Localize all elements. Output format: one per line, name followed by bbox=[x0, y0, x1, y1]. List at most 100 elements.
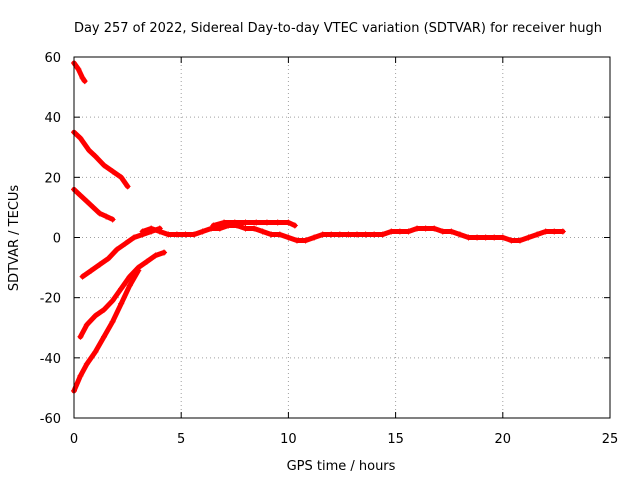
plot-series bbox=[71, 60, 566, 394]
grid bbox=[74, 57, 610, 418]
data-point bbox=[285, 234, 292, 241]
data-point bbox=[77, 135, 84, 142]
data-point bbox=[551, 228, 558, 235]
data-point bbox=[319, 231, 326, 238]
data-point bbox=[396, 228, 403, 235]
data-point bbox=[491, 234, 498, 241]
data-point bbox=[118, 285, 125, 292]
data-point bbox=[242, 219, 249, 226]
data-point bbox=[86, 147, 93, 154]
series-arc-2 bbox=[71, 129, 131, 190]
data-point bbox=[77, 192, 84, 199]
data-point bbox=[165, 231, 172, 238]
data-point bbox=[516, 237, 523, 244]
series-arc-4 bbox=[79, 225, 163, 280]
data-point bbox=[221, 219, 228, 226]
y-tick-label: 60 bbox=[44, 51, 61, 66]
data-point bbox=[199, 228, 206, 235]
data-point bbox=[101, 306, 108, 313]
data-point bbox=[118, 174, 125, 181]
data-point bbox=[79, 75, 86, 82]
data-point bbox=[139, 228, 146, 235]
data-point bbox=[124, 183, 131, 190]
data-point bbox=[90, 204, 97, 211]
data-point bbox=[482, 234, 489, 241]
data-point bbox=[371, 231, 378, 238]
data-point bbox=[285, 219, 292, 226]
y-axis-label: SDTVAR / TECUs bbox=[7, 185, 22, 292]
data-point bbox=[122, 240, 129, 247]
series-line bbox=[71, 186, 116, 222]
data-point bbox=[113, 246, 120, 253]
y-tick-label: -20 bbox=[40, 292, 61, 307]
data-point bbox=[182, 231, 189, 238]
series-arc-1 bbox=[71, 60, 88, 85]
plot-frame bbox=[73, 56, 611, 419]
data-point bbox=[253, 219, 260, 226]
data-point bbox=[126, 282, 133, 289]
data-point bbox=[216, 225, 223, 232]
data-point bbox=[191, 231, 198, 238]
data-point bbox=[268, 231, 275, 238]
y-tick-label: 40 bbox=[44, 111, 61, 126]
data-point bbox=[210, 222, 217, 229]
data-point bbox=[379, 231, 386, 238]
data-point bbox=[311, 234, 318, 241]
data-point bbox=[414, 225, 421, 232]
data-point bbox=[96, 210, 103, 217]
data-point bbox=[101, 162, 108, 169]
data-point bbox=[109, 318, 116, 325]
data-point bbox=[92, 153, 99, 160]
series-line bbox=[80, 226, 163, 280]
data-point bbox=[328, 231, 335, 238]
y-tick-label: 20 bbox=[44, 171, 61, 186]
data-point bbox=[143, 258, 150, 265]
series-line bbox=[71, 129, 131, 189]
data-point bbox=[92, 312, 99, 319]
data-point bbox=[118, 300, 125, 307]
data-point bbox=[251, 225, 258, 232]
data-point bbox=[263, 219, 270, 226]
data-point bbox=[109, 297, 116, 304]
data-point bbox=[559, 228, 566, 235]
data-point bbox=[465, 234, 472, 241]
x-axis-label: GPS time / hours bbox=[287, 459, 396, 474]
data-point bbox=[274, 219, 281, 226]
data-point bbox=[231, 219, 238, 226]
data-point bbox=[388, 228, 395, 235]
x-tick-label: 0 bbox=[70, 432, 78, 447]
data-point bbox=[302, 237, 309, 244]
data-point bbox=[79, 273, 86, 280]
data-point bbox=[534, 231, 541, 238]
data-point bbox=[152, 252, 159, 259]
data-point bbox=[103, 213, 110, 220]
data-point bbox=[474, 234, 481, 241]
data-point bbox=[336, 231, 343, 238]
series-line bbox=[77, 250, 167, 340]
x-tick-label: 25 bbox=[602, 432, 619, 447]
data-point bbox=[83, 198, 90, 205]
series-main-track bbox=[139, 222, 566, 244]
data-point bbox=[456, 231, 463, 238]
data-point bbox=[135, 267, 142, 274]
chart-title: Day 257 of 2022, Sidereal Day-to-day VTE… bbox=[74, 21, 602, 36]
y-tick-label: -40 bbox=[40, 352, 61, 367]
data-point bbox=[109, 168, 116, 175]
data-point bbox=[161, 249, 168, 256]
data-point bbox=[77, 372, 84, 379]
series-arc-6 bbox=[71, 267, 142, 394]
data-point bbox=[291, 222, 298, 229]
data-point bbox=[83, 360, 90, 367]
data-point bbox=[499, 234, 506, 241]
data-point bbox=[156, 228, 163, 235]
data-point bbox=[88, 267, 95, 274]
y-tick-label: -60 bbox=[40, 412, 61, 427]
data-point bbox=[293, 237, 300, 244]
data-point bbox=[148, 225, 155, 232]
series-line bbox=[71, 60, 88, 84]
axis-ticks: 0 5 10 15 20 25 -60 -40 -20 0 20 40 60 bbox=[40, 51, 619, 447]
data-point bbox=[448, 228, 455, 235]
y-tick-label: 0 bbox=[53, 232, 61, 247]
data-point bbox=[105, 255, 112, 262]
data-point bbox=[431, 225, 438, 232]
